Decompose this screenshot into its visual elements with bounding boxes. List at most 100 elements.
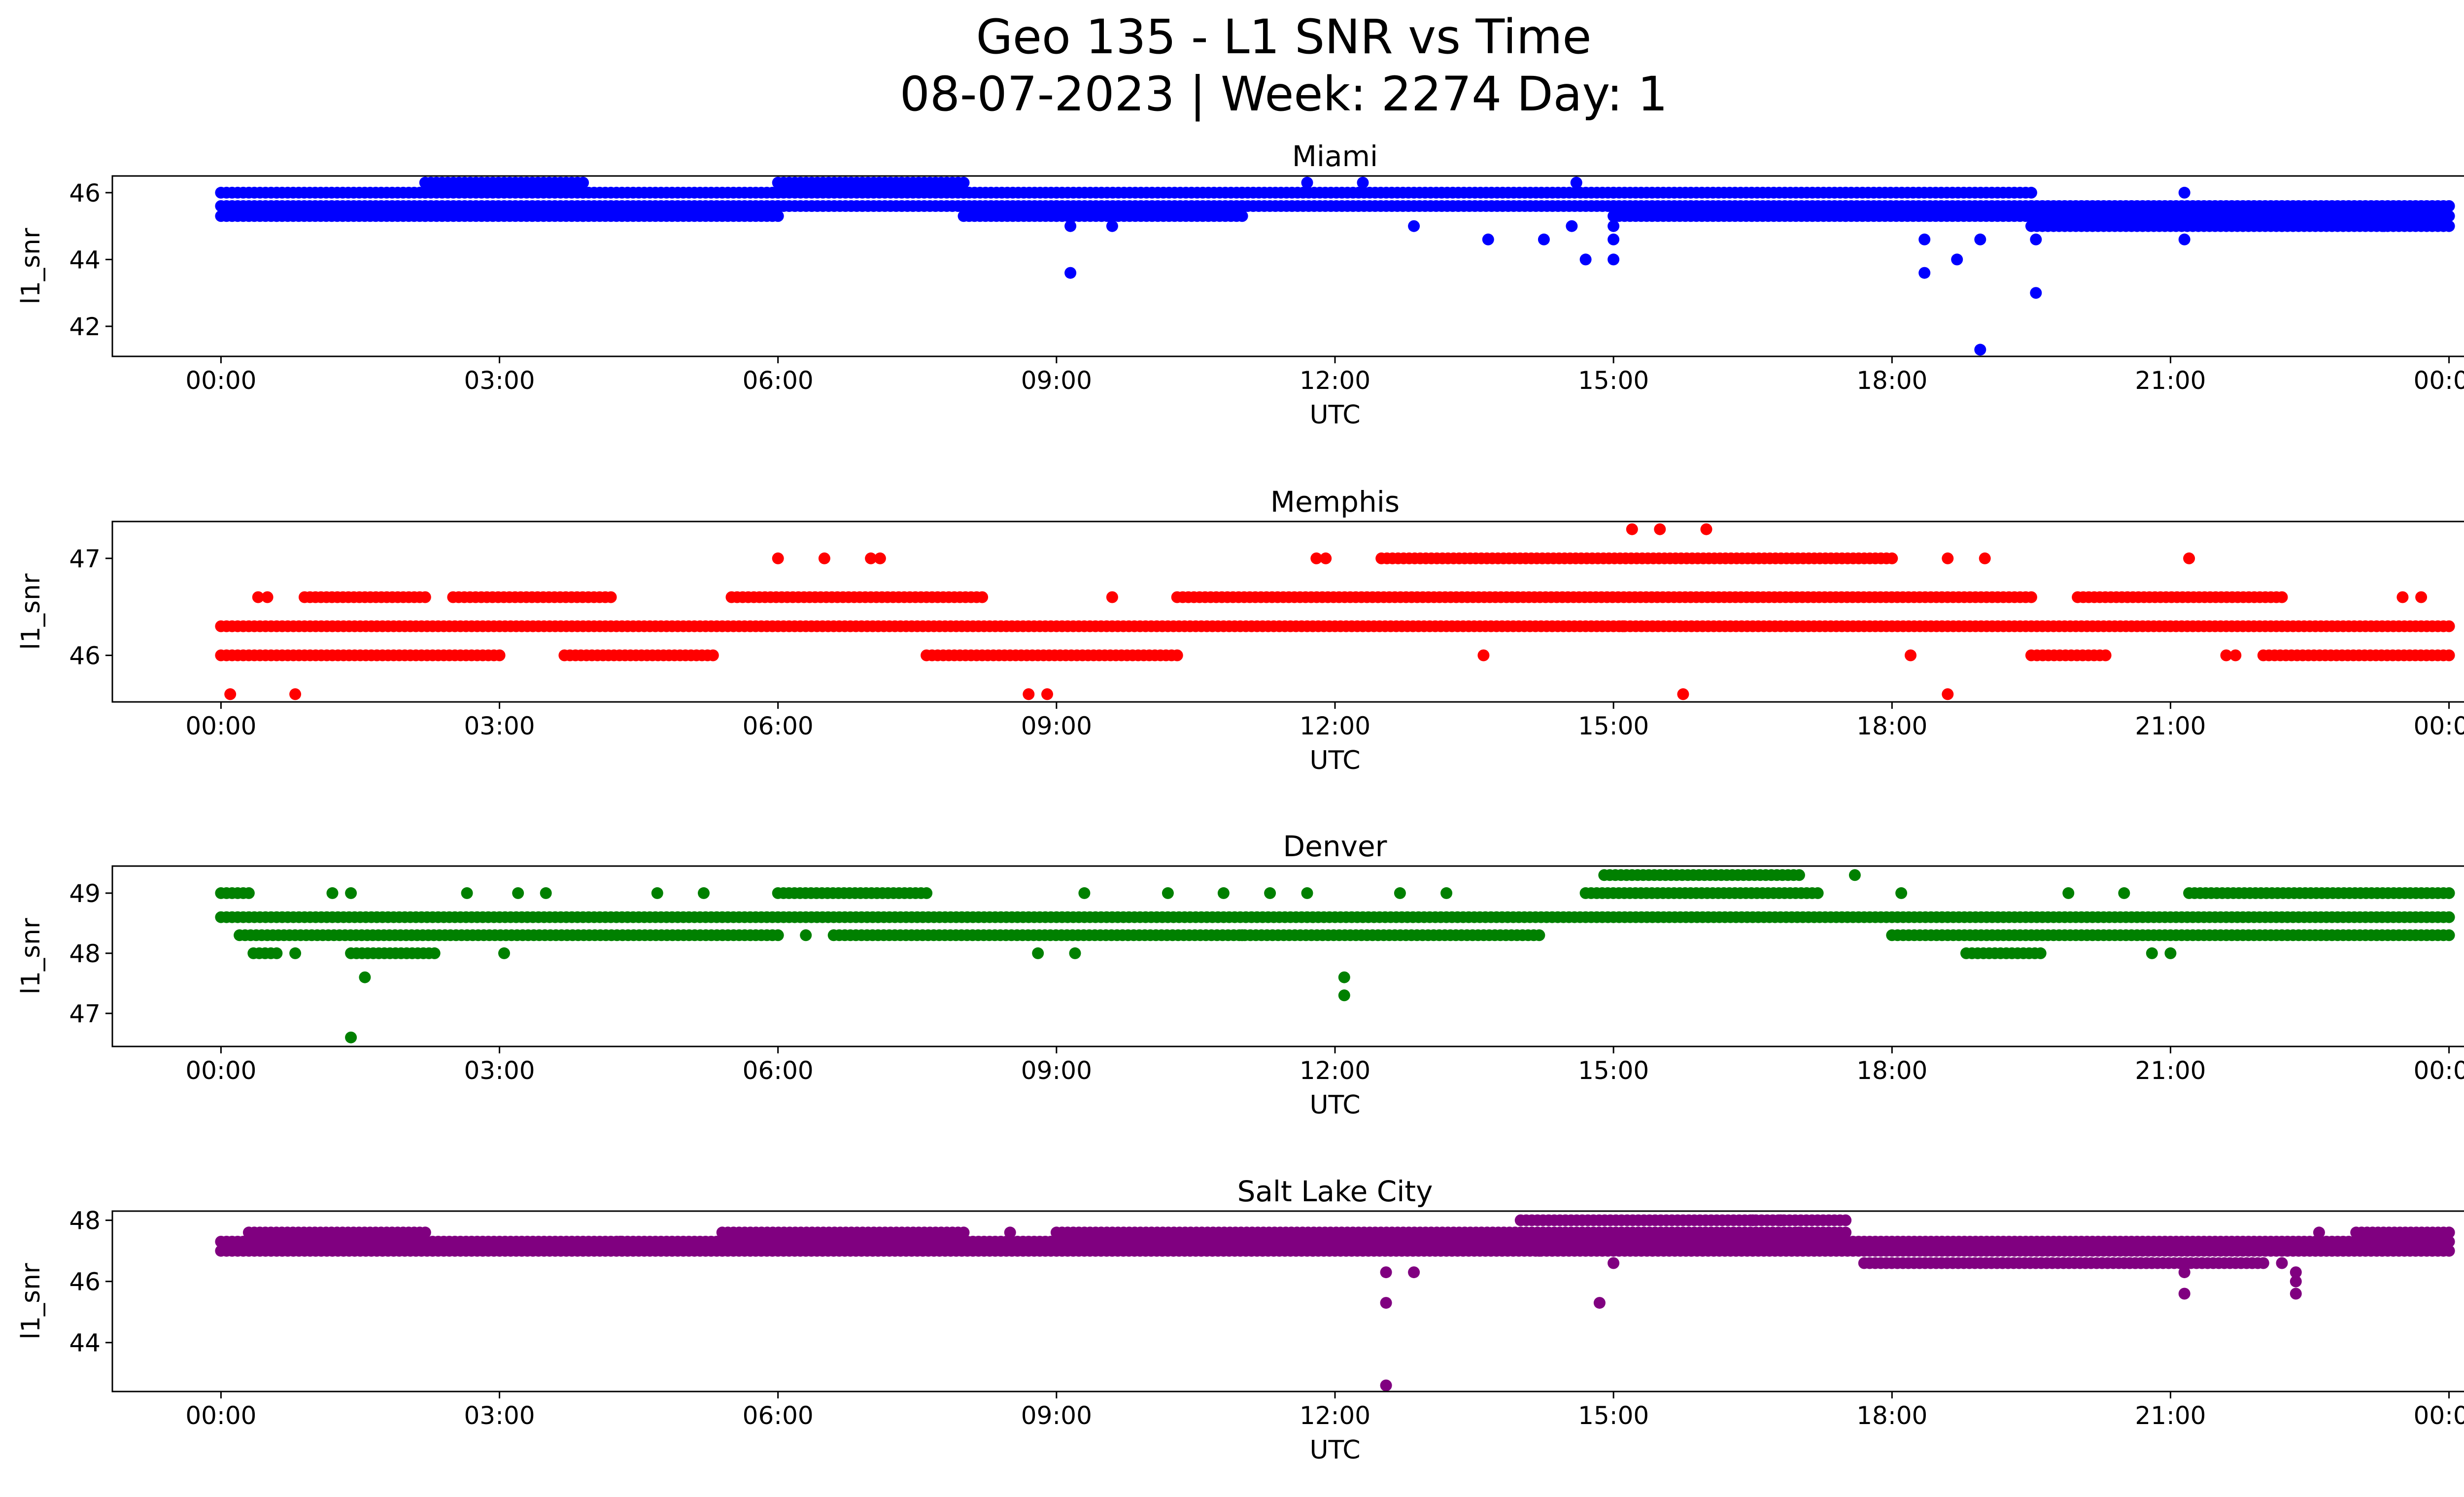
data-point bbox=[512, 887, 524, 899]
y-axis-label: l1_snr bbox=[16, 573, 46, 650]
data-point bbox=[1440, 887, 1453, 899]
data-point bbox=[2443, 649, 2455, 661]
data-points bbox=[215, 176, 2455, 356]
data-point bbox=[2229, 649, 2242, 661]
data-point bbox=[1979, 552, 1991, 564]
data-point bbox=[1301, 887, 1313, 899]
data-point bbox=[1974, 233, 1986, 245]
x-tick-label: 21:00 bbox=[2135, 712, 2206, 740]
data-point bbox=[2443, 210, 2455, 222]
data-point bbox=[1942, 552, 1954, 564]
x-tick-label: 12:00 bbox=[1300, 712, 1370, 740]
data-point bbox=[1608, 233, 1620, 245]
data-point bbox=[2443, 911, 2455, 923]
data-point bbox=[242, 887, 255, 899]
data-point bbox=[1236, 929, 1248, 941]
data-point bbox=[1357, 176, 1369, 189]
data-point bbox=[2118, 887, 2130, 899]
data-point bbox=[1106, 591, 1118, 603]
data-point bbox=[1338, 989, 1350, 1002]
data-point bbox=[2183, 552, 2195, 564]
x-axis-label: UTC bbox=[1309, 400, 1360, 430]
x-tick-label: 06:00 bbox=[743, 366, 814, 395]
data-point bbox=[1608, 1257, 1620, 1269]
data-points bbox=[215, 869, 2455, 1044]
subplot-title: Miami bbox=[1292, 139, 1378, 173]
x-axis-label: UTC bbox=[1309, 746, 1360, 775]
data-point bbox=[2290, 1288, 2302, 1300]
data-point bbox=[1380, 1379, 1392, 1392]
x-tick-label: 00:00 bbox=[185, 1401, 256, 1430]
x-tick-label: 06:00 bbox=[743, 712, 814, 740]
data-point bbox=[2178, 1288, 2190, 1300]
data-point bbox=[419, 1226, 431, 1239]
data-point bbox=[2276, 1257, 2288, 1269]
data-point bbox=[1566, 220, 1578, 232]
data-point bbox=[1840, 1226, 1852, 1239]
data-point bbox=[261, 591, 274, 603]
data-point bbox=[1041, 688, 1053, 700]
x-tick-label: 00:00 bbox=[185, 366, 256, 395]
data-point bbox=[2030, 287, 2042, 299]
data-point bbox=[707, 649, 719, 661]
data-point bbox=[1746, 1214, 1759, 1226]
data-point bbox=[577, 176, 589, 189]
y-axis-label: l1_snr bbox=[16, 228, 46, 305]
data-point bbox=[345, 887, 357, 899]
data-point bbox=[428, 947, 441, 959]
data-point bbox=[289, 947, 302, 959]
data-point bbox=[2415, 591, 2428, 603]
subplot-title: Salt Lake City bbox=[1237, 1175, 1433, 1208]
data-point bbox=[698, 887, 710, 899]
data-point bbox=[1538, 233, 1550, 245]
figure-title-line1: Geo 135 - L1 SNR vs Time bbox=[976, 9, 1592, 65]
x-tick-label: 15:00 bbox=[1578, 366, 1649, 395]
data-point bbox=[976, 591, 989, 603]
data-point bbox=[651, 887, 663, 899]
data-point bbox=[1301, 176, 1313, 189]
data-points bbox=[215, 523, 2455, 700]
data-point bbox=[1951, 253, 1963, 266]
x-tick-label: 00:00 bbox=[185, 1056, 256, 1085]
data-point bbox=[1533, 1245, 1545, 1257]
data-point bbox=[419, 591, 431, 603]
x-axis-label: UTC bbox=[1309, 1435, 1360, 1465]
x-tick-label: 09:00 bbox=[1021, 1056, 1092, 1085]
data-point bbox=[1162, 887, 1174, 899]
data-point bbox=[1793, 1226, 1805, 1239]
subplot-salt-lake-city: Salt Lake City 00:00 03:00 06:00 09:00 12:00 1… bbox=[16, 1175, 2464, 1465]
data-point bbox=[865, 552, 877, 564]
x-tick-label: 12:00 bbox=[1300, 366, 1370, 395]
data-point bbox=[2178, 233, 2190, 245]
data-point bbox=[2034, 947, 2047, 959]
y-tick-label: 44 bbox=[69, 245, 101, 274]
data-point bbox=[1608, 253, 1620, 266]
x-tick-label: 06:00 bbox=[743, 1401, 814, 1430]
y-tick-label: 48 bbox=[69, 940, 101, 968]
data-point bbox=[772, 552, 784, 564]
data-point bbox=[1320, 552, 1332, 564]
data-point bbox=[461, 887, 473, 899]
y-tick-label: 48 bbox=[69, 1207, 101, 1235]
data-point bbox=[1380, 1297, 1392, 1309]
y-tick-label: 44 bbox=[69, 1329, 101, 1358]
data-point bbox=[1023, 688, 1035, 700]
data-point bbox=[2164, 947, 2177, 959]
subplot-denver: Denver 00:00 03:00 06:00 09:00 12:00 15:00 18:0… bbox=[16, 830, 2464, 1120]
data-point bbox=[1617, 620, 1629, 632]
data-point bbox=[1394, 887, 1406, 899]
x-tick-label: 03:00 bbox=[464, 1056, 535, 1085]
data-point bbox=[2443, 200, 2455, 212]
data-point bbox=[2313, 1226, 2325, 1239]
y-axis-label: l1_snr bbox=[16, 1263, 46, 1340]
data-point bbox=[874, 552, 886, 564]
data-point bbox=[614, 1236, 626, 1248]
data-point bbox=[2443, 1226, 2455, 1239]
data-point bbox=[1217, 887, 1230, 899]
data-point bbox=[2178, 1266, 2190, 1279]
data-point bbox=[1236, 210, 1248, 222]
data-point bbox=[1264, 887, 1276, 899]
data-point bbox=[2062, 887, 2075, 899]
x-tick-label: 15:00 bbox=[1578, 1401, 1649, 1430]
x-axis-label: UTC bbox=[1309, 1090, 1360, 1120]
